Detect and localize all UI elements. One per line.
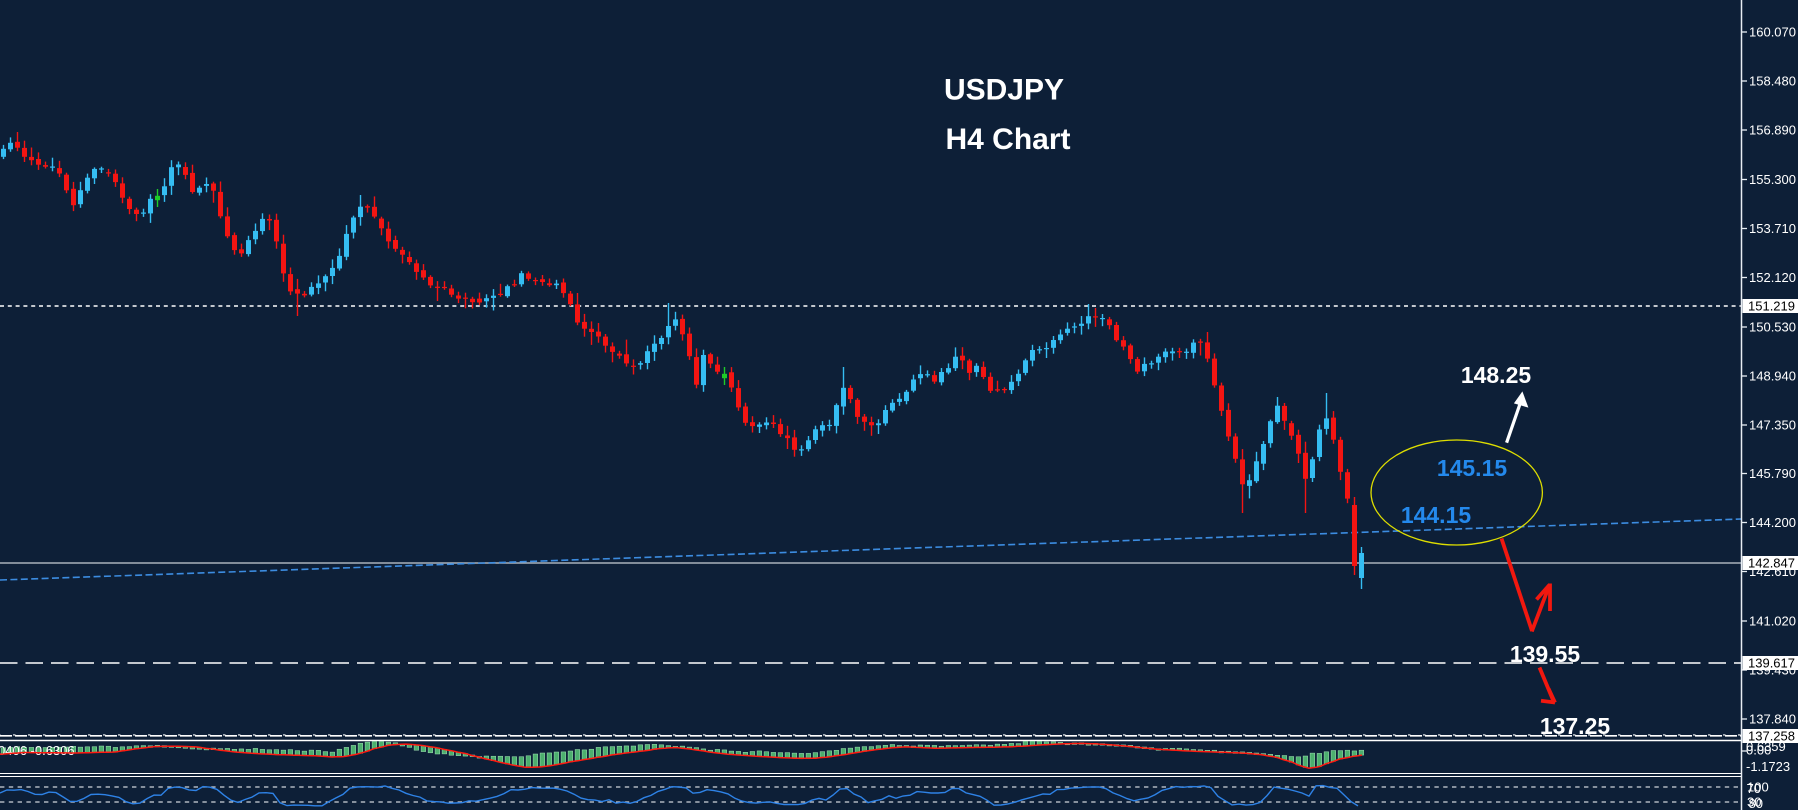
svg-text:USDJPY: USDJPY xyxy=(944,74,1064,107)
svg-text:139.617: 139.617 xyxy=(1748,656,1795,671)
svg-text:-1.1723: -1.1723 xyxy=(1746,759,1790,774)
svg-text:152.120: 152.120 xyxy=(1749,270,1796,285)
svg-text:145.790: 145.790 xyxy=(1749,466,1796,481)
svg-text:70: 70 xyxy=(1747,781,1761,796)
svg-text:142.847: 142.847 xyxy=(1748,556,1795,571)
svg-text:30: 30 xyxy=(1747,795,1761,810)
svg-text:160.070: 160.070 xyxy=(1749,25,1796,40)
svg-text:148.940: 148.940 xyxy=(1749,369,1796,384)
svg-text:137.258: 137.258 xyxy=(1748,729,1795,744)
svg-text:156.890: 156.890 xyxy=(1749,123,1796,138)
svg-text:155.300: 155.300 xyxy=(1749,172,1796,187)
svg-text:80: 80 xyxy=(1749,796,1763,810)
svg-text:H4 Chart: H4 Chart xyxy=(945,123,1070,156)
svg-text:145.15: 145.15 xyxy=(1437,455,1508,481)
svg-text:153.710: 153.710 xyxy=(1749,221,1796,236)
svg-text:0.00: 0.00 xyxy=(1746,743,1771,758)
svg-text:150.530: 150.530 xyxy=(1749,320,1796,335)
svg-text:139.55: 139.55 xyxy=(1510,641,1581,667)
svg-text:141.020: 141.020 xyxy=(1749,614,1796,629)
svg-text:147.350: 147.350 xyxy=(1749,418,1796,433)
svg-text:0406 -0.6306: 0406 -0.6306 xyxy=(0,743,75,758)
svg-text:137.840: 137.840 xyxy=(1749,712,1796,727)
svg-text:148.25: 148.25 xyxy=(1461,362,1532,388)
svg-text:151.219: 151.219 xyxy=(1748,299,1795,314)
svg-text:137.25: 137.25 xyxy=(1540,713,1611,739)
svg-text:144.200: 144.200 xyxy=(1749,515,1796,530)
svg-text:144.15: 144.15 xyxy=(1401,502,1472,528)
svg-text:100: 100 xyxy=(1747,780,1769,795)
svg-text:158.480: 158.480 xyxy=(1749,74,1796,89)
